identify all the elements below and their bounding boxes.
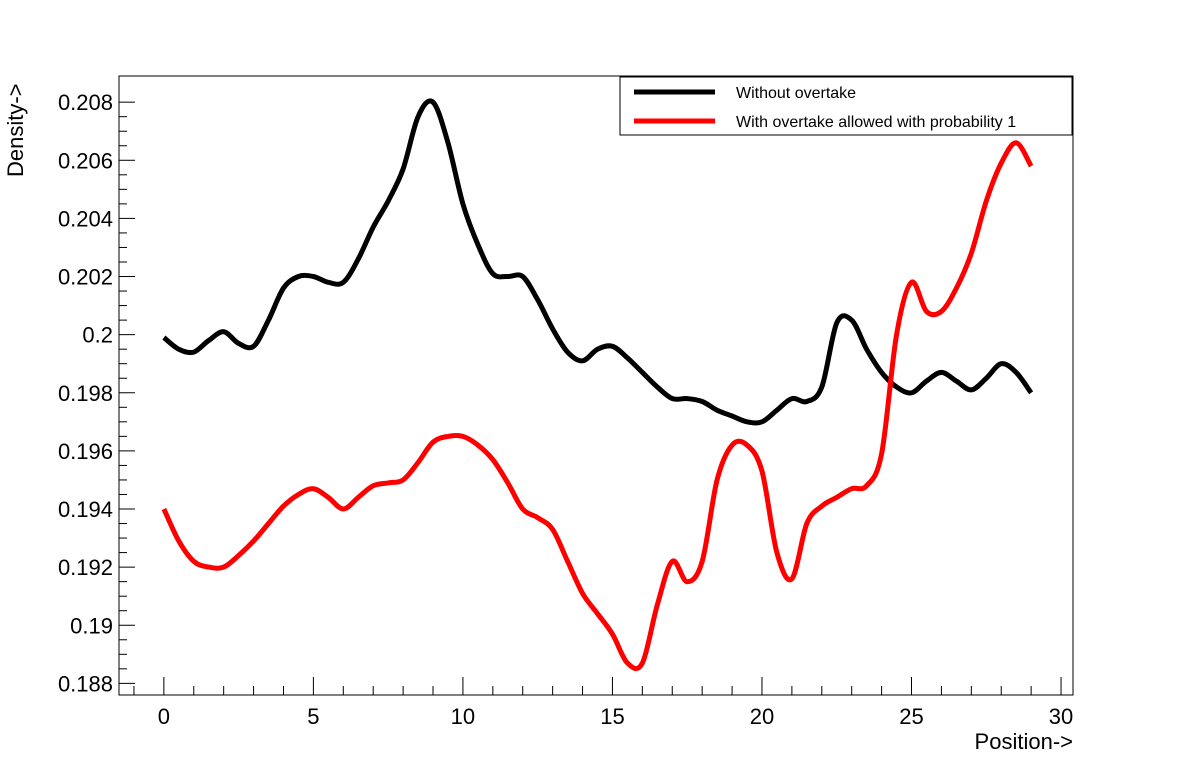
x-tick-label: 5 (307, 704, 319, 729)
legend: Without overtake With overtake allowed w… (619, 76, 1073, 136)
x-tick-label: 20 (750, 704, 774, 729)
series-line-with-overtake (161, 140, 1034, 672)
y-tick-label: 0.198 (58, 381, 113, 406)
series-layer (161, 98, 1034, 672)
y-tick-label: 0.19 (70, 613, 113, 638)
series-line-without-overtake (162, 98, 1034, 426)
y-tick-label: 0.2 (82, 323, 113, 348)
y-tick-label: 0.196 (58, 439, 113, 464)
plot-frame (118, 75, 1074, 696)
y-tick-label: 0.208 (58, 90, 113, 115)
y-tick-label: 0.188 (58, 671, 113, 696)
y-tick-label: 0.202 (58, 265, 113, 290)
y-axis: 0.188 0.19 0.192 0.194 0.196 0.198 0.2 0.202 0.2… (58, 90, 135, 696)
legend-box (619, 76, 1073, 136)
x-tick-label: 30 (1049, 704, 1073, 729)
x-tick-label: 10 (451, 704, 475, 729)
x-tick-label: 0 (158, 704, 170, 729)
x-axis: 0 5 10 15 20 25 30 (133, 677, 1073, 729)
x-axis-title: Position-> (975, 729, 1073, 754)
legend-label-without-overtake: Without overtake (736, 85, 856, 102)
y-tick-label: 0.204 (58, 206, 113, 231)
y-tick-label: 0.206 (58, 148, 113, 173)
x-tick-label: 15 (600, 704, 624, 729)
x-tick-label: 25 (899, 704, 923, 729)
y-tick-label: 0.194 (58, 497, 113, 522)
y-tick-label: 0.192 (58, 555, 113, 580)
y-axis-title: Density-> (3, 83, 28, 177)
legend-label-with-overtake: With overtake allowed with probability 1 (736, 114, 1016, 131)
